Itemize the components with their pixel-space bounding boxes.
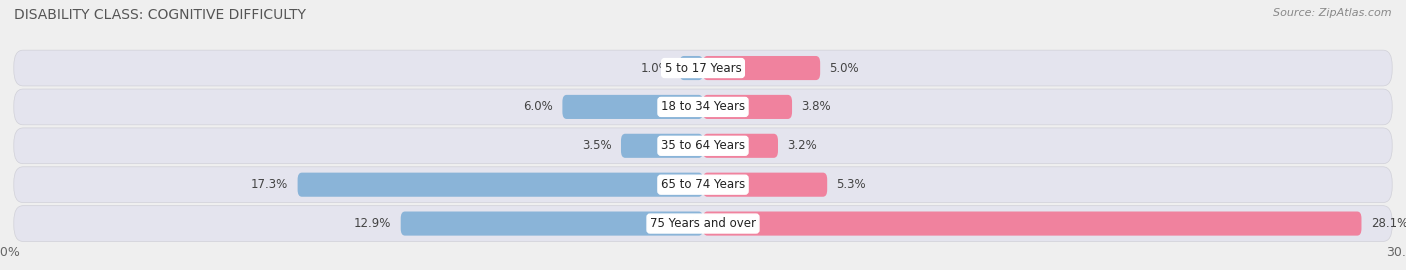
Text: 12.9%: 12.9%: [354, 217, 391, 230]
FancyBboxPatch shape: [401, 211, 703, 236]
Text: 5.3%: 5.3%: [837, 178, 866, 191]
Text: 3.2%: 3.2%: [787, 139, 817, 152]
Text: 3.8%: 3.8%: [801, 100, 831, 113]
FancyBboxPatch shape: [298, 173, 703, 197]
FancyBboxPatch shape: [14, 167, 1392, 202]
Text: 1.0%: 1.0%: [641, 62, 671, 75]
FancyBboxPatch shape: [621, 134, 703, 158]
Text: 5.0%: 5.0%: [830, 62, 859, 75]
Text: 17.3%: 17.3%: [252, 178, 288, 191]
FancyBboxPatch shape: [679, 56, 703, 80]
FancyBboxPatch shape: [562, 95, 703, 119]
FancyBboxPatch shape: [703, 211, 1361, 236]
Text: 5 to 17 Years: 5 to 17 Years: [665, 62, 741, 75]
FancyBboxPatch shape: [703, 56, 820, 80]
Text: 75 Years and over: 75 Years and over: [650, 217, 756, 230]
FancyBboxPatch shape: [14, 89, 1392, 125]
Text: 3.5%: 3.5%: [582, 139, 612, 152]
Text: 6.0%: 6.0%: [523, 100, 553, 113]
FancyBboxPatch shape: [14, 206, 1392, 241]
Text: 18 to 34 Years: 18 to 34 Years: [661, 100, 745, 113]
FancyBboxPatch shape: [14, 128, 1392, 164]
FancyBboxPatch shape: [703, 134, 778, 158]
Text: DISABILITY CLASS: COGNITIVE DIFFICULTY: DISABILITY CLASS: COGNITIVE DIFFICULTY: [14, 8, 307, 22]
FancyBboxPatch shape: [703, 95, 792, 119]
FancyBboxPatch shape: [703, 173, 827, 197]
FancyBboxPatch shape: [14, 50, 1392, 86]
Text: 28.1%: 28.1%: [1371, 217, 1406, 230]
Text: Source: ZipAtlas.com: Source: ZipAtlas.com: [1274, 8, 1392, 18]
Text: 35 to 64 Years: 35 to 64 Years: [661, 139, 745, 152]
Text: 65 to 74 Years: 65 to 74 Years: [661, 178, 745, 191]
